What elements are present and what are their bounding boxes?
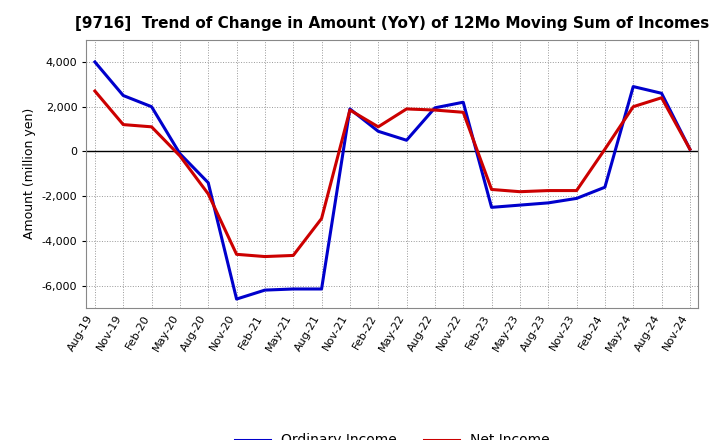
Ordinary Income: [544, 200, 552, 205]
Net Income: [176, 153, 184, 158]
Ordinary Income: [629, 84, 637, 89]
Ordinary Income: [233, 297, 241, 302]
Net Income: [685, 147, 694, 152]
Ordinary Income: [657, 91, 666, 96]
Net Income: [572, 188, 581, 193]
Ordinary Income: [402, 138, 411, 143]
Ordinary Income: [318, 286, 326, 292]
Ordinary Income: [516, 202, 524, 208]
Ordinary Income: [487, 205, 496, 210]
Title: [9716]  Trend of Change in Amount (YoY) of 12Mo Moving Sum of Incomes: [9716] Trend of Change in Amount (YoY) o…: [76, 16, 709, 32]
Ordinary Income: [374, 128, 382, 134]
Ordinary Income: [289, 286, 297, 292]
Net Income: [204, 191, 212, 197]
Ordinary Income: [600, 185, 609, 190]
Net Income: [544, 188, 552, 193]
Net Income: [487, 187, 496, 192]
Net Income: [233, 252, 241, 257]
Ordinary Income: [459, 99, 467, 105]
Net Income: [600, 147, 609, 152]
Ordinary Income: [572, 196, 581, 201]
Net Income: [261, 254, 269, 259]
Net Income: [459, 110, 467, 115]
Net Income: [119, 122, 127, 127]
Ordinary Income: [91, 59, 99, 65]
Ordinary Income: [204, 180, 212, 185]
Line: Net Income: Net Income: [95, 91, 690, 257]
Net Income: [148, 124, 156, 129]
Y-axis label: Amount (million yen): Amount (million yen): [23, 108, 36, 239]
Net Income: [318, 216, 326, 221]
Line: Ordinary Income: Ordinary Income: [95, 62, 690, 299]
Ordinary Income: [346, 106, 354, 112]
Net Income: [346, 107, 354, 113]
Ordinary Income: [119, 93, 127, 98]
Net Income: [657, 95, 666, 100]
Net Income: [289, 253, 297, 258]
Legend: Ordinary Income, Net Income: Ordinary Income, Net Income: [230, 428, 555, 440]
Net Income: [629, 104, 637, 109]
Ordinary Income: [431, 105, 439, 110]
Net Income: [91, 88, 99, 94]
Net Income: [516, 189, 524, 194]
Net Income: [374, 124, 382, 129]
Ordinary Income: [176, 151, 184, 156]
Net Income: [431, 107, 439, 113]
Ordinary Income: [261, 287, 269, 293]
Ordinary Income: [685, 147, 694, 152]
Ordinary Income: [148, 104, 156, 109]
Net Income: [402, 106, 411, 112]
